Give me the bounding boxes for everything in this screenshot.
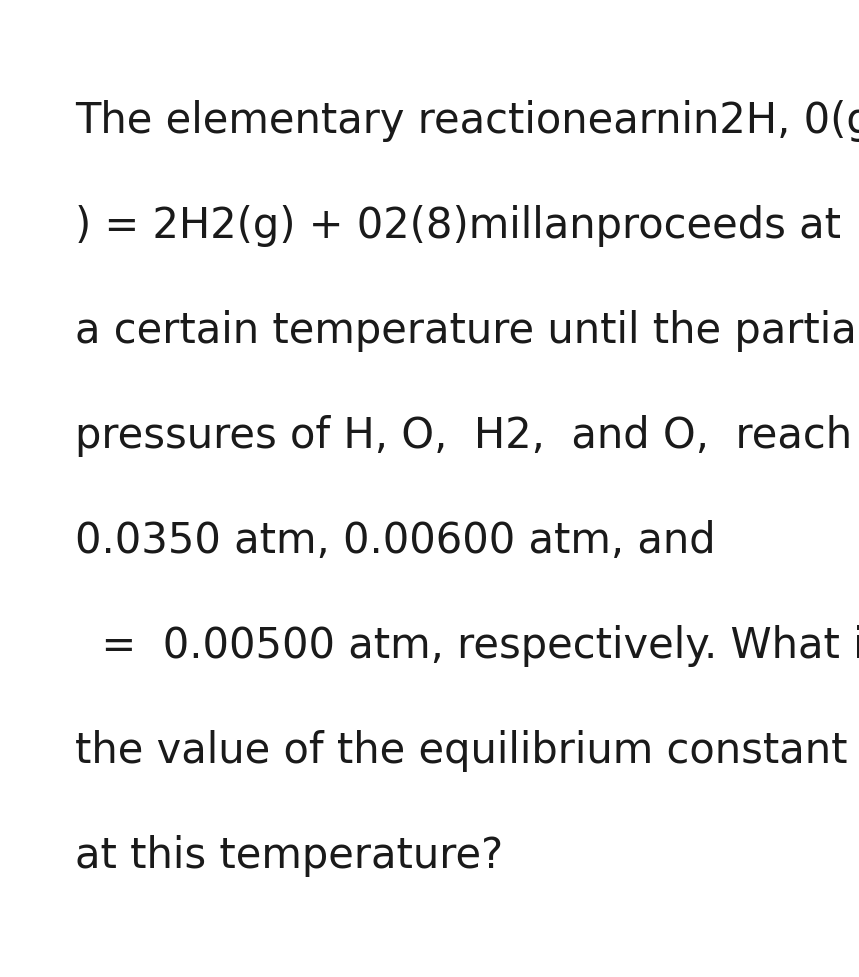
Text: =  0.00500 atm, respectively. What is: = 0.00500 atm, respectively. What is	[75, 624, 859, 666]
Text: at this temperature?: at this temperature?	[75, 834, 503, 876]
Text: ) = 2H2(g) + 02(8)millanproceeds at: ) = 2H2(g) + 02(8)millanproceeds at	[75, 205, 841, 247]
Text: 0.0350 atm, 0.00600 atm, and: 0.0350 atm, 0.00600 atm, and	[75, 520, 716, 562]
Text: The elementary reactionearnin2H, 0(g: The elementary reactionearnin2H, 0(g	[75, 100, 859, 142]
Text: pressures of H, O,  H2,  and O,  reach: pressures of H, O, H2, and O, reach	[75, 414, 852, 456]
Text: the value of the equilibrium constant: the value of the equilibrium constant	[75, 729, 848, 771]
Text: a certain temperature until the partial: a certain temperature until the partial	[75, 310, 859, 352]
